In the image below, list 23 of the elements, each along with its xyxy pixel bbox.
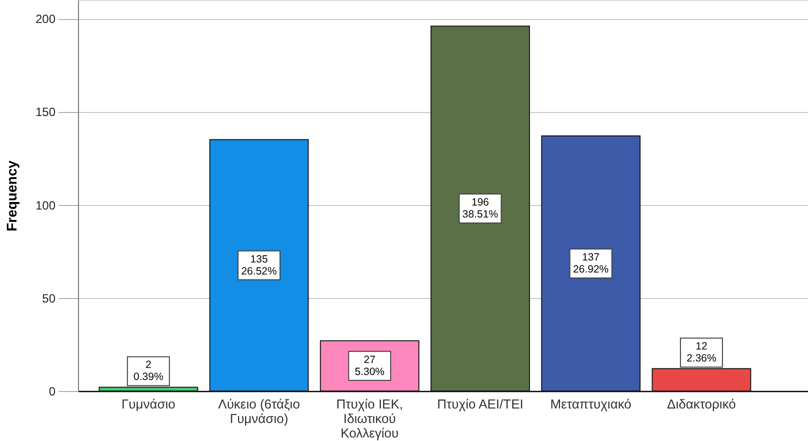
data-label: 196 38.51% [462, 196, 498, 221]
x-tick-label: Μεταπτυχιακό [550, 396, 632, 412]
y-tick-label: 0 [48, 384, 56, 398]
bar [209, 139, 309, 392]
data-label: 137 26.92% [573, 251, 609, 276]
bar [541, 135, 641, 392]
x-tick-label: Λύκειο (6τάξιο Γυμνάσιο) [218, 396, 300, 426]
x-tick-label: Γυμνάσιο [121, 396, 176, 412]
data-label: 12 2.36% [686, 340, 716, 365]
y-tick-label: 150 [35, 105, 56, 120]
x-tick-label: Πτυχίο ΑΕΙ/ΤΕΙ [437, 396, 524, 412]
y-tick-label: 50 [42, 291, 56, 306]
y-tick-label: 100 [35, 198, 56, 212]
bar [430, 26, 530, 392]
data-label: 135 26.52% [241, 253, 277, 278]
x-tick-label: Διδακτορικό [667, 396, 736, 412]
y-tick-label: 200 [35, 12, 56, 26]
data-label: 27 5.30% [354, 354, 385, 378]
x-tick-label: Πτυχίο ΙΕΚ, Ιδιωτικού Κολλεγίου [336, 396, 404, 440]
data-label: 2 0.39% [134, 359, 164, 384]
bar [652, 368, 752, 392]
y-axis-title: Frequency [3, 160, 20, 232]
bar [98, 386, 198, 392]
